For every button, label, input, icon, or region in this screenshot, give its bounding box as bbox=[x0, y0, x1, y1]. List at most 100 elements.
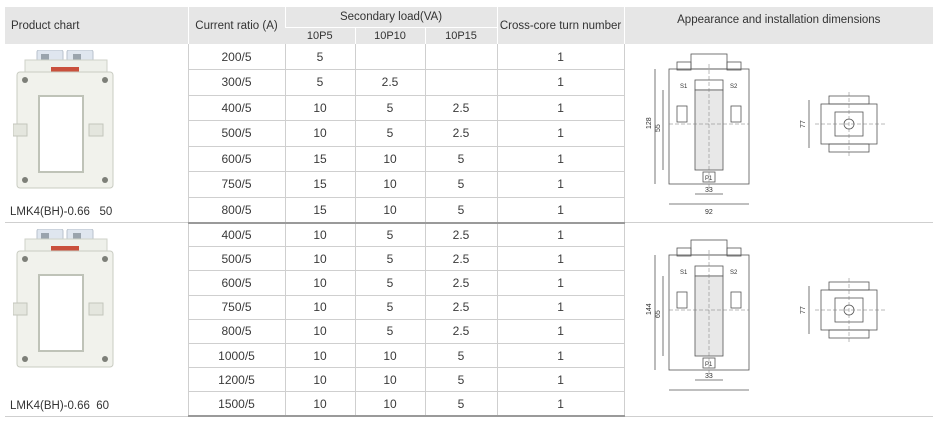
dim-window-height: 65 bbox=[655, 310, 662, 318]
dim-window-height: 55 bbox=[655, 124, 662, 132]
header-10p10: 10P10 bbox=[354, 27, 425, 44]
cell-current-ratio: 600/5 bbox=[187, 146, 285, 172]
cell-10p15: 2.5 bbox=[424, 120, 498, 147]
header-10p5: 10P5 bbox=[285, 27, 355, 44]
header-10p15: 10P15 bbox=[424, 27, 498, 44]
table-row: 1000/5 10 10 5 1 bbox=[5, 343, 933, 369]
label-p1: P1 bbox=[705, 176, 713, 182]
cell-10p5: 10 bbox=[284, 222, 355, 248]
cell-10p10: 10 bbox=[354, 367, 425, 393]
cell-turn-number: 1 bbox=[496, 319, 625, 344]
label-s1: S1 bbox=[680, 270, 688, 276]
spec-table: Product chart Current ratio (A) Secondar… bbox=[5, 7, 934, 418]
cell-10p10: 5 bbox=[354, 222, 425, 248]
dim-height: 144 bbox=[646, 303, 653, 315]
cell-10p5: 10 bbox=[284, 343, 355, 369]
product-image-cell: LMK4(BH)-0.66 60 bbox=[5, 222, 188, 417]
product-model: LMK4(BH)-0.66 60 bbox=[10, 399, 110, 412]
cell-10p5: 10 bbox=[284, 95, 355, 121]
cell-10p5: 10 bbox=[284, 295, 355, 320]
cell-current-ratio: 600/5 bbox=[187, 270, 285, 296]
cell-10p15: 2.5 bbox=[424, 222, 498, 248]
cell-10p5: 10 bbox=[284, 246, 355, 272]
cell-current-ratio: 300/5 bbox=[187, 69, 285, 96]
dimension-drawing-cell: S1 S2 P1 144 65 33 77 bbox=[623, 222, 934, 417]
cell-current-ratio: 1200/5 bbox=[187, 367, 285, 393]
cell-10p15: 2.5 bbox=[424, 95, 498, 121]
cell-10p5: 10 bbox=[284, 270, 355, 296]
dim-window-width: 33 bbox=[705, 187, 713, 194]
cell-turn-number: 1 bbox=[496, 69, 625, 96]
cell-10p5: 15 bbox=[284, 146, 355, 172]
cell-turn-number: 1 bbox=[496, 95, 625, 121]
table-row: 600/5 10 5 2.5 1 bbox=[5, 270, 933, 296]
cell-10p15: 5 bbox=[424, 391, 498, 418]
current-transformer-photo bbox=[13, 229, 114, 368]
cell-current-ratio: 800/5 bbox=[187, 197, 285, 224]
cell-current-ratio: 500/5 bbox=[187, 246, 285, 272]
table-row: 750/5 10 5 2.5 1 bbox=[5, 295, 933, 320]
cell-10p5: 15 bbox=[284, 171, 355, 198]
dim-depth: 77 bbox=[800, 120, 807, 128]
label-s2: S2 bbox=[730, 84, 738, 90]
cell-turn-number: 1 bbox=[496, 367, 625, 393]
dimension-drawing: S1 S2 P1 128 55 33 92 77 bbox=[646, 53, 885, 216]
cell-10p5: 10 bbox=[284, 120, 355, 147]
dimension-drawing-cell: S1 S2 P1 128 55 33 92 77 bbox=[623, 44, 934, 223]
cell-10p10: 10 bbox=[354, 391, 425, 418]
dimension-drawing: S1 S2 P1 144 65 33 77 bbox=[646, 239, 885, 391]
table-row: LMK4(BH)-0.66 60 400/5 10 5 2.5 1 S1 S2 P1 14… bbox=[5, 222, 934, 417]
cell-turn-number: 1 bbox=[496, 270, 625, 296]
table-row: 800/5 15 10 5 1 bbox=[5, 197, 933, 224]
header-appearance: Appearance and installation dimensions bbox=[623, 7, 934, 44]
cell-turn-number: 1 bbox=[496, 120, 625, 147]
cell-turn-number: 1 bbox=[496, 343, 625, 369]
table-row: 800/5 10 5 2.5 1 bbox=[5, 319, 933, 344]
cell-turn-number: 1 bbox=[496, 391, 625, 418]
cell-10p10: 5 bbox=[354, 270, 425, 296]
cell-10p10 bbox=[354, 44, 425, 70]
cell-10p15: 5 bbox=[424, 343, 498, 369]
product-model: LMK4(BH)-0.66 50 bbox=[10, 206, 113, 218]
cell-10p15: 5 bbox=[424, 171, 498, 198]
cell-10p15: 2.5 bbox=[424, 319, 498, 344]
cell-current-ratio: 1500/5 bbox=[187, 391, 285, 418]
cell-10p15: 5 bbox=[424, 197, 498, 224]
cell-10p5: 5 bbox=[284, 44, 355, 70]
cell-10p10: 10 bbox=[354, 171, 425, 198]
cell-10p15 bbox=[424, 44, 498, 70]
cell-current-ratio: 200/5 bbox=[187, 44, 285, 70]
cell-10p5: 10 bbox=[284, 367, 355, 393]
cell-10p5: 10 bbox=[284, 391, 355, 418]
cell-10p15 bbox=[424, 69, 498, 96]
dim-height: 128 bbox=[646, 117, 653, 129]
cell-10p10: 10 bbox=[354, 197, 425, 224]
cell-10p10: 5 bbox=[354, 95, 425, 121]
table-row: 1200/5 10 10 5 1 bbox=[5, 367, 933, 393]
header-current-ratio: Current ratio (A) bbox=[187, 7, 285, 44]
header-turn-number: Cross-core turn number bbox=[496, 7, 625, 44]
cell-10p15: 5 bbox=[424, 367, 498, 393]
table-row: 500/5 10 5 2.5 1 bbox=[5, 246, 933, 272]
cell-10p5: 15 bbox=[284, 197, 355, 224]
product-image-cell: LMK4(BH)-0.66 50 bbox=[5, 44, 188, 223]
cell-turn-number: 1 bbox=[496, 171, 625, 198]
table-row: 500/5 10 5 2.5 1 bbox=[5, 120, 933, 147]
label-p1: P1 bbox=[705, 362, 713, 368]
table-row: 1500/5 10 10 5 1 bbox=[5, 391, 933, 418]
cell-10p5: 10 bbox=[284, 319, 355, 344]
cell-current-ratio: 800/5 bbox=[187, 319, 285, 344]
cell-10p10: 5 bbox=[354, 246, 425, 272]
cell-10p15: 2.5 bbox=[424, 295, 498, 320]
dim-base-width: 92 bbox=[705, 209, 713, 216]
table-row: 600/5 15 10 5 1 bbox=[5, 146, 933, 172]
cell-10p10: 10 bbox=[354, 343, 425, 369]
cell-current-ratio: 750/5 bbox=[187, 295, 285, 320]
cell-10p15: 5 bbox=[424, 146, 498, 172]
dim-depth: 77 bbox=[800, 306, 807, 314]
cell-10p10: 5 bbox=[354, 319, 425, 344]
cell-10p10: 5 bbox=[354, 120, 425, 147]
cell-current-ratio: 400/5 bbox=[187, 222, 285, 248]
cell-turn-number: 1 bbox=[496, 246, 625, 272]
